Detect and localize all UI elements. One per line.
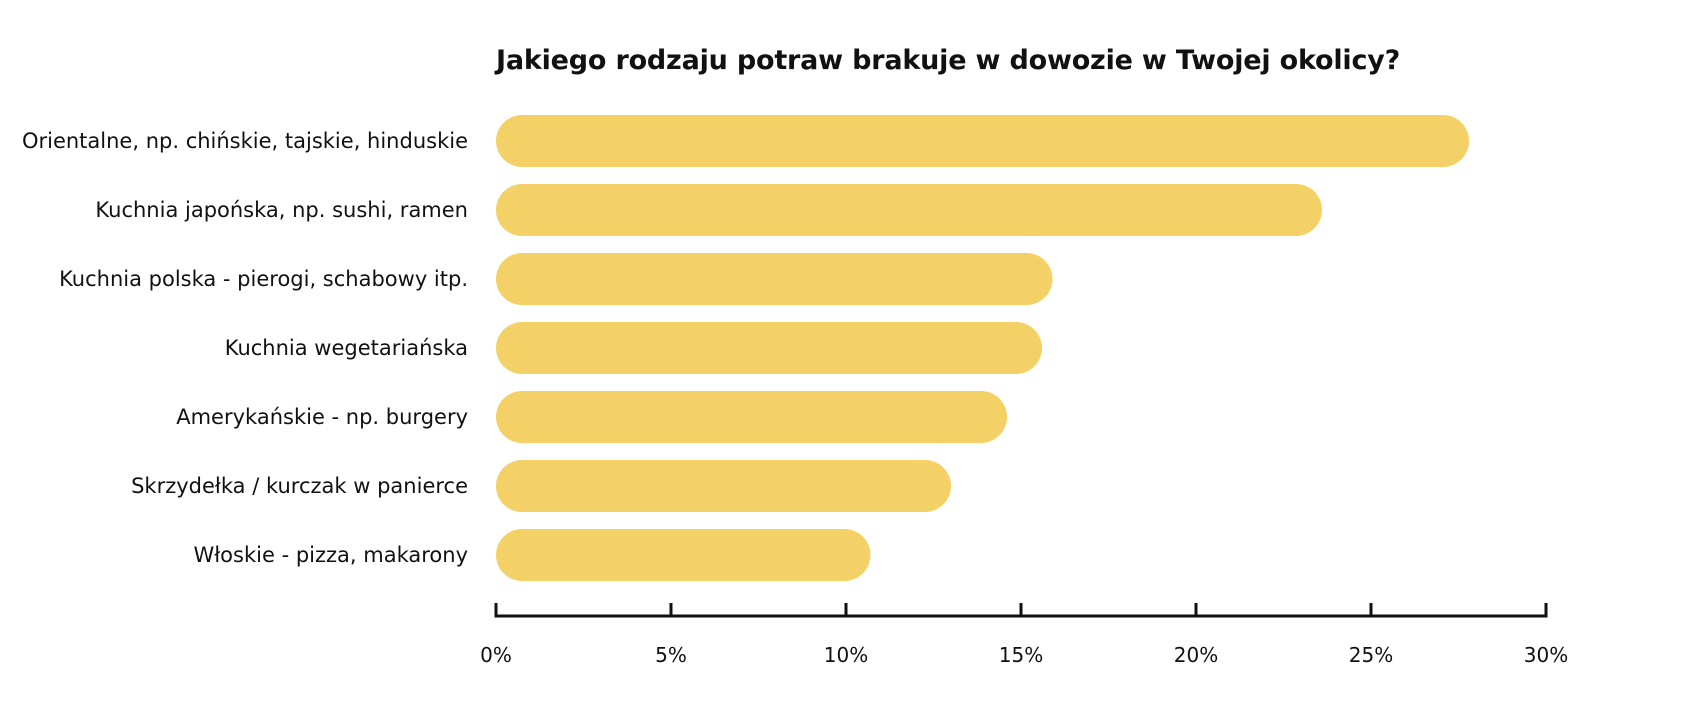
bar <box>496 253 1053 305</box>
chart-title: Jakiego rodzaju potraw brakuje w dowozie… <box>494 45 1400 76</box>
x-tick-label: 20% <box>1174 643 1218 667</box>
x-tick-label: 10% <box>824 643 868 667</box>
bar <box>496 529 871 581</box>
category-labels-group: Orientalne, np. chińskie, tajskie, hindu… <box>22 129 468 567</box>
bar <box>496 184 1322 236</box>
category-label: Skrzydełka / kurczak w panierce <box>131 474 468 498</box>
x-tick-label: 30% <box>1524 643 1568 667</box>
bar <box>496 391 1007 443</box>
x-tick-label: 25% <box>1349 643 1393 667</box>
x-tick-label: 5% <box>655 643 687 667</box>
bars-group <box>496 115 1469 581</box>
x-axis: 0% 5% 10% 15% 20% 25% 30% <box>480 603 1568 667</box>
category-label: Kuchnia wegetariańska <box>225 336 468 360</box>
category-label: Kuchnia japońska, np. sushi, ramen <box>95 198 468 222</box>
category-label: Amerykańskie - np. burgery <box>176 405 468 429</box>
category-label: Orientalne, np. chińskie, tajskie, hindu… <box>22 129 468 153</box>
x-tick-label: 0% <box>480 643 512 667</box>
category-label: Kuchnia polska - pierogi, schabowy itp. <box>59 267 468 291</box>
x-tick-label: 15% <box>999 643 1043 667</box>
bar <box>496 115 1469 167</box>
bar <box>496 322 1042 374</box>
bar <box>496 460 951 512</box>
category-label: Włoskie - pizza, makarony <box>193 543 468 567</box>
